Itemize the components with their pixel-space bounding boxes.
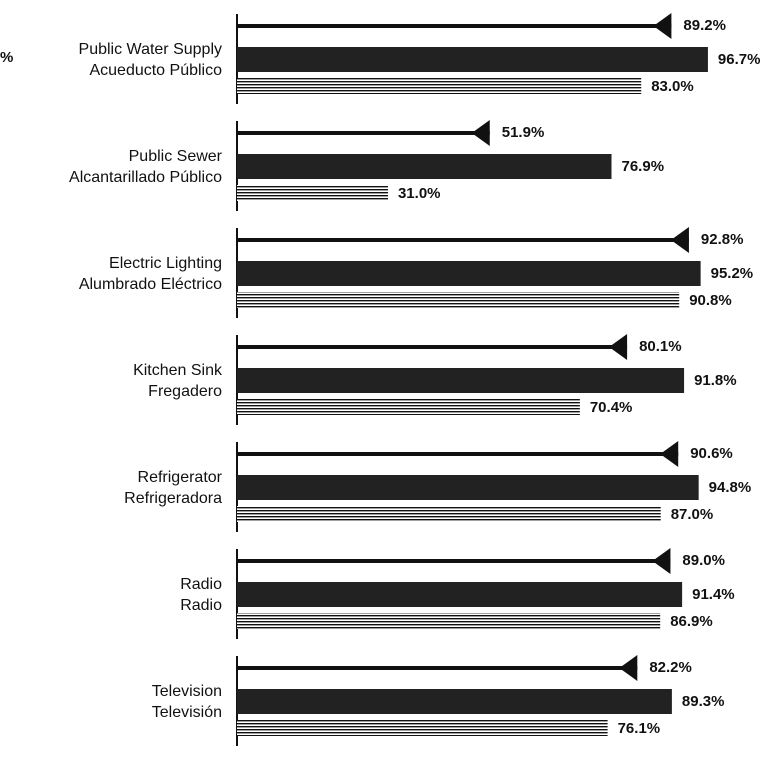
category-label: Radio: [180, 597, 222, 614]
arrow-head: [653, 13, 672, 39]
value-label: 90.6%: [690, 445, 733, 462]
arrow-head: [660, 441, 679, 467]
arrow-head: [652, 548, 671, 574]
value-label: 83.0%: [651, 78, 694, 95]
hatched-bar: [237, 506, 661, 522]
category-label: Television: [152, 683, 222, 700]
value-label: 76.1%: [618, 720, 661, 737]
category-label: Refrigeradora: [124, 490, 222, 507]
bar: [237, 47, 708, 72]
value-label: 51.9%: [502, 124, 545, 141]
arrow-head: [619, 655, 638, 681]
bar: [237, 582, 683, 607]
value-label: 87.0%: [671, 506, 714, 523]
value-label: 95.2%: [711, 265, 754, 282]
hatched-bar: [237, 185, 388, 201]
bar: [237, 689, 672, 714]
value-label: 76.9%: [622, 158, 665, 175]
value-label: 70.4%: [590, 399, 633, 416]
value-label: 91.8%: [694, 372, 737, 389]
hatched-bar: [237, 720, 608, 736]
category-label: Alcantarillado Público: [69, 169, 222, 186]
value-label: 90.8%: [689, 292, 732, 309]
arrow-head: [471, 120, 490, 146]
category-label: Acueducto Público: [89, 62, 222, 79]
value-label: 86.9%: [670, 613, 713, 630]
category-label: Televisión: [152, 704, 222, 721]
category-label: Fregadero: [148, 383, 222, 400]
value-label: 31.0%: [398, 185, 441, 202]
bar: [237, 368, 685, 393]
category-label: Public Sewer: [129, 148, 223, 165]
bar: [237, 154, 612, 179]
value-label: 89.3%: [682, 693, 725, 710]
value-label: 92.8%: [701, 231, 744, 248]
category-label: Alumbrado Eléctrico: [79, 276, 222, 293]
value-label: 89.2%: [683, 17, 726, 34]
hatched-bar: [237, 292, 680, 308]
value-label: 82.2%: [649, 659, 692, 676]
annotation: %: [0, 49, 13, 66]
value-label: 94.8%: [709, 479, 752, 496]
hatched-bar: [237, 613, 661, 629]
value-label: 91.4%: [692, 586, 735, 603]
bar: [237, 261, 701, 286]
arrow-head: [609, 334, 628, 360]
category-label: Kitchen Sink: [133, 362, 223, 379]
category-label: Radio: [180, 576, 222, 593]
bar: [237, 475, 699, 500]
category-label: Refrigerator: [138, 469, 223, 486]
category-label: Electric Lighting: [109, 255, 222, 272]
hatched-bar: [237, 78, 642, 94]
value-label: 96.7%: [718, 51, 761, 68]
value-label: 80.1%: [639, 338, 682, 355]
arrow-head: [670, 227, 689, 253]
hatched-bar: [237, 399, 580, 415]
category-label: Public Water Supply: [79, 41, 222, 58]
value-label: 89.0%: [682, 552, 725, 569]
